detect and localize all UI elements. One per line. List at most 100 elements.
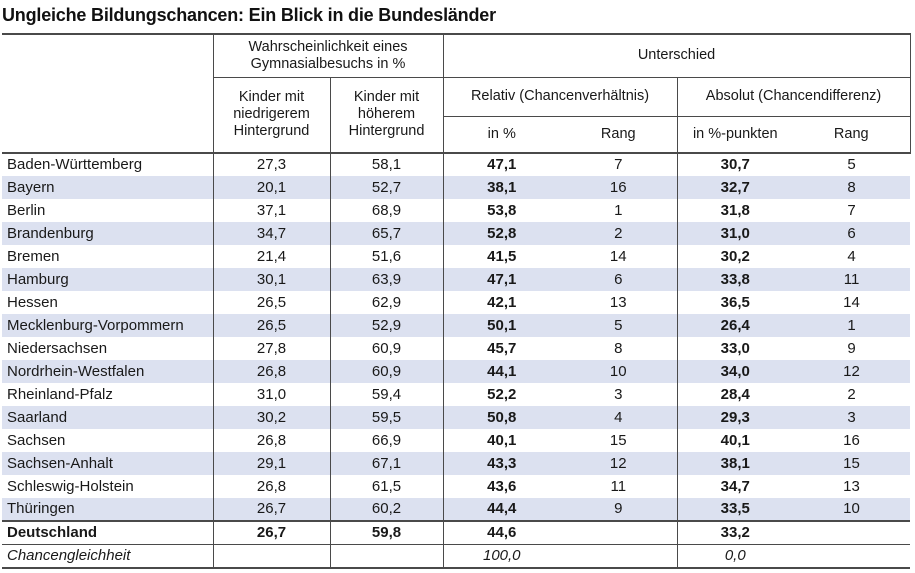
education-chances-table: Wahrscheinlichkeit eines Gymnasialbesuch… [2,33,911,569]
cell-low-background-value: 26,8 [212,429,330,452]
cell-relative-rank: 2 [614,224,623,242]
table-row: Baden-Württemberg 27,3 58,1 47,1 7 30,7 5 [2,153,910,176]
cell-state: Niedersachsen [7,339,108,357]
cell-high-background-value: 65,7 [329,222,444,245]
cell-low-background-value: 26,5 [212,291,330,314]
cell-absolute-rank: 12 [843,362,860,380]
cell-low-background-value [212,544,330,568]
cell-absolute-rank [793,544,911,568]
cell-relative-rank: 3 [614,385,623,403]
cell-state: Brandenburg [7,224,94,242]
cell-absolute-value: 40,1 [676,429,794,452]
cell-absolute-rank: 4 [847,247,856,265]
cell-absolute-value: 0,0 [676,544,794,568]
cell-low-background-value: 26,7 [212,498,330,521]
cell-high-background-value: 63,9 [329,268,444,291]
table-row: Hessen 26,5 62,9 42,1 13 36,5 14 [2,291,910,314]
cell-absolute-value: 33,8 [676,268,794,291]
cell-absolute-value: 33,5 [676,498,794,521]
header-relative-value: in % [442,116,561,154]
cell-state: Baden-Württemberg [7,156,143,173]
cell-low-background-value: 27,3 [212,153,330,176]
cell-absolute-rank: 7 [847,201,856,219]
cell-low-background-value: 21,4 [212,245,330,268]
cell-state: Hessen [7,293,58,311]
header-relative-rank: Rang [560,116,678,154]
cell-absolute-value: 30,7 [676,153,794,176]
cell-absolute-rank: 11 [843,270,860,288]
cell-absolute-value: 33,2 [676,520,794,545]
cell-relative-rank: 8 [614,339,623,357]
cell-low-background-value: 29,1 [212,452,330,475]
cell-relative-rank: 6 [614,270,623,288]
cell-absolute-rank: 3 [847,408,856,426]
cell-relative-value: 44,6 [442,520,561,545]
cell-absolute-value: 31,8 [676,199,794,222]
table-row: Rheinland-Pfalz 31,0 59,4 52,2 3 28,4 2 [2,383,910,406]
cell-low-background-value: 31,0 [212,383,330,406]
cell-relative-value: 47,1 [442,268,561,291]
cell-low-background-value: 34,7 [212,222,330,245]
cell-high-background-value: 68,9 [329,199,444,222]
cell-relative-rank: 4 [614,408,623,426]
cell-relative-value: 43,6 [442,475,561,498]
cell-absolute-rank [793,520,911,545]
cell-high-background-value: 59,8 [329,520,444,545]
cell-state: Bremen [7,247,60,265]
cell-relative-value: 52,2 [442,383,561,406]
cell-absolute-rank: 5 [847,156,856,173]
cell-absolute-rank: 2 [847,385,856,403]
header-relative-group: Relativ (Chancenverhältnis) [442,77,678,117]
cell-absolute-value: 34,7 [676,475,794,498]
table-row: Bayern 20,1 52,7 38,1 16 32,7 8 [2,176,911,199]
cell-absolute-rank: 1 [847,316,856,334]
cell-state: Deutschland [2,520,213,545]
cell-relative-value: 44,4 [442,498,561,521]
cell-absolute-rank: 8 [847,178,856,196]
cell-relative-value: 50,1 [442,314,561,337]
cell-high-background-value: 60,9 [329,360,444,383]
header-row-subgroups: Kinder mit niedrigerem Hintergrund Kinde… [2,77,911,154]
cell-absolute-value: 38,1 [676,452,794,475]
cell-high-background-value: 66,9 [329,429,444,452]
cell-high-background-value: 51,6 [329,245,444,268]
cell-relative-rank: 13 [609,293,627,311]
cell-state: Schleswig-Holstein [7,477,134,495]
cell-relative-value: 44,1 [442,360,561,383]
cell-relative-rank [560,520,678,545]
cell-relative-rank: 5 [614,316,623,334]
table-row: Hamburg 30,1 63,9 47,1 6 33,8 11 [2,268,911,291]
cell-absolute-value: 29,3 [676,406,794,429]
cell-relative-rank: 11 [610,477,627,495]
cell-high-background-value: 58,1 [329,153,444,176]
table-row: Schleswig-Holstein 26,8 61,5 43,6 11 34,7 13 [2,475,910,498]
cell-absolute-rank: 10 [843,500,860,517]
cell-relative-rank: 10 [609,362,627,380]
cell-state: Berlin [7,201,46,219]
cell-relative-rank: 7 [614,156,623,173]
header-absolute-rank: Rang [793,116,911,154]
header-absolute-value: in %-punkten [676,116,794,154]
cell-state: Rheinland-Pfalz [7,385,113,403]
cell-absolute-value: 26,4 [676,314,794,337]
table-header: Wahrscheinlichkeit eines Gymnasialbesuch… [2,34,911,154]
cell-high-background-value: 60,9 [329,337,444,360]
table-row: Berlin 37,1 68,9 53,8 1 31,8 7 [2,199,910,222]
cell-absolute-rank: 13 [843,477,860,495]
cell-high-background-value: 61,5 [329,475,444,498]
corner-header-cell [2,34,214,154]
cell-absolute-rank: 9 [847,339,856,357]
cell-state: Mecklenburg-Vorpommern [7,316,184,334]
table-row: Niedersachsen 27,8 60,9 45,7 8 33,0 9 [2,337,910,360]
header-absolute-group: Absolut (Chancendifferenz) [676,77,911,117]
cell-low-background-value: 27,8 [212,337,330,360]
cell-state: Nordrhein-Westfalen [7,362,145,380]
cell-high-background-value: 52,9 [329,314,444,337]
cell-low-background-value: 30,1 [212,268,330,291]
cell-absolute-value: 32,7 [676,176,794,199]
header-row-units: in % Rang in %-punkten Rang [2,116,911,154]
table-body: Baden-Württemberg 27,3 58,1 47,1 7 30,7 5 Bayer… [2,153,911,568]
cell-relative-rank: 15 [609,431,627,449]
cell-absolute-value: 33,0 [676,337,794,360]
